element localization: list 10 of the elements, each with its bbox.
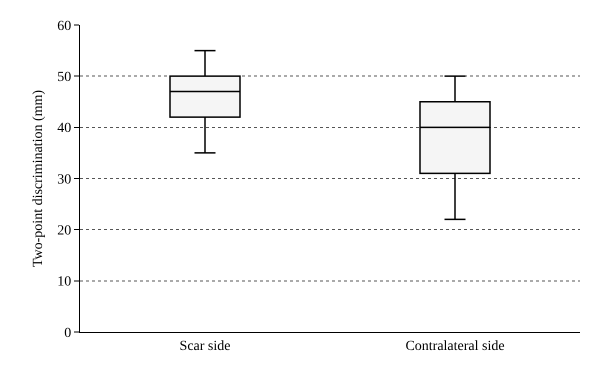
y-tick-label: 0 xyxy=(64,326,72,341)
y-axis-title: Two-point discrimination (mm) xyxy=(31,90,46,268)
x-tick-label: Scar side xyxy=(180,338,230,354)
y-tick-label: 20 xyxy=(57,224,72,239)
y-tick-label: 60 xyxy=(57,18,72,34)
y-tick-label: 10 xyxy=(57,274,72,290)
y-tick-label: 30 xyxy=(57,172,72,188)
x-tick-label: Contralateral side xyxy=(405,338,505,354)
y-tick-label: 50 xyxy=(57,70,72,86)
y-tick-label: 40 xyxy=(57,121,72,136)
